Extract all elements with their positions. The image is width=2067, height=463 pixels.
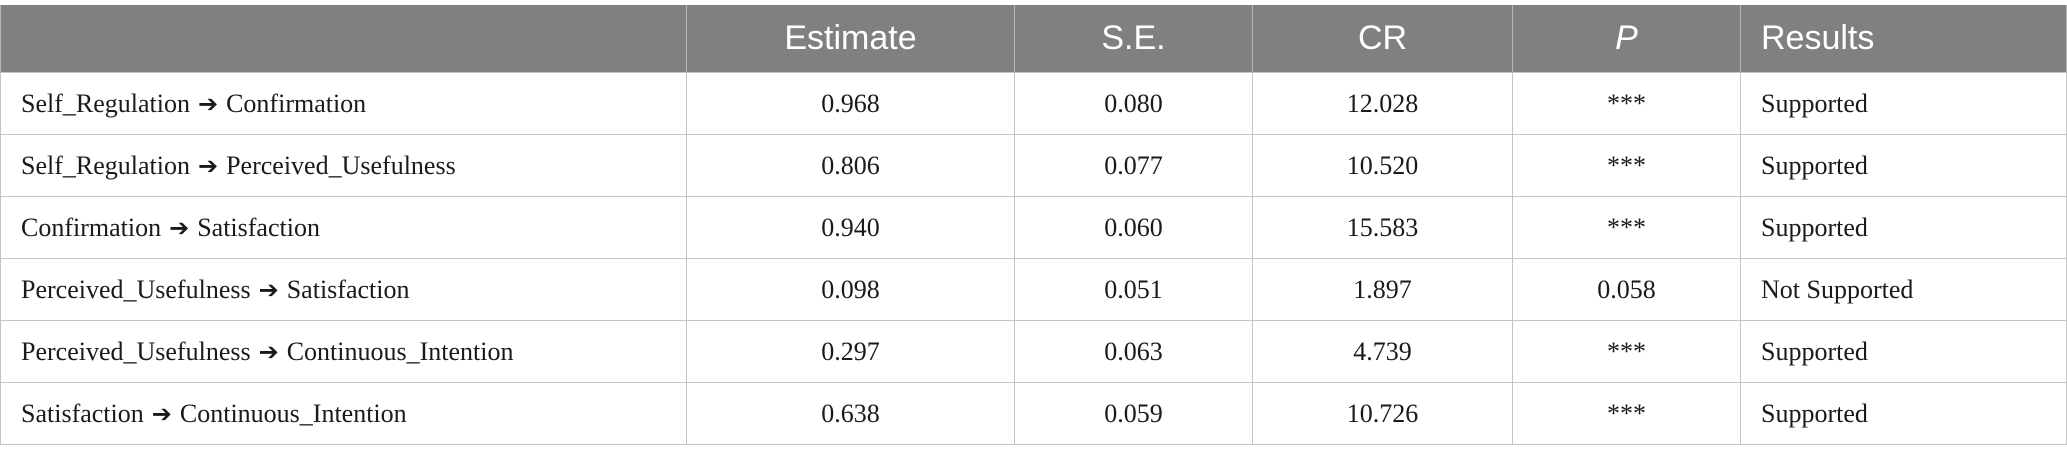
result-cell: Supported xyxy=(1740,72,2067,135)
path-cell: Confirmation ➔ Satisfaction xyxy=(0,196,687,259)
estimate-cell: 0.940 xyxy=(686,196,1015,259)
p-cell: 0.058 xyxy=(1512,258,1741,321)
path-to: Satisfaction xyxy=(286,274,410,304)
estimate-cell: 0.297 xyxy=(686,320,1015,383)
path-cell: Perceived_Usefulness ➔ Satisfaction xyxy=(0,258,687,321)
header-path xyxy=(0,5,687,73)
path-cell: Self_Regulation ➔ Confirmation xyxy=(0,72,687,135)
p-cell: *** xyxy=(1512,320,1741,383)
path-from: Satisfaction xyxy=(21,398,144,428)
header-estimate: Estimate xyxy=(686,5,1015,73)
table-row: Confirmation ➔ Satisfaction 0.940 0.060 15… xyxy=(0,196,2067,259)
arrow-icon: ➔ xyxy=(258,337,279,366)
path-from: Perceived_Usefulness xyxy=(21,274,251,304)
p-cell: *** xyxy=(1512,382,1741,445)
cr-cell: 4.739 xyxy=(1252,320,1513,383)
cr-cell: 12.028 xyxy=(1252,72,1513,135)
cr-cell: 15.583 xyxy=(1252,196,1513,259)
path-results-table: Estimate S.E. CR P Results Self_Regulati… xyxy=(0,5,2067,445)
estimate-cell: 0.968 xyxy=(686,72,1015,135)
table-row: Perceived_Usefulness ➔ Satisfaction 0.098 … xyxy=(0,258,2067,321)
table-row: Satisfaction ➔ Continuous_Intention 0.638 … xyxy=(0,382,2067,445)
path-from: Confirmation xyxy=(21,212,162,242)
se-cell: 0.063 xyxy=(1014,320,1253,383)
header-p: P xyxy=(1512,5,1741,73)
se-cell: 0.060 xyxy=(1014,196,1253,259)
arrow-icon: ➔ xyxy=(197,89,219,118)
cr-cell: 1.897 xyxy=(1252,258,1513,321)
cr-cell: 10.520 xyxy=(1252,134,1513,197)
path-cell: Perceived_Usefulness ➔ Continuous_Intentio… xyxy=(0,320,687,383)
result-cell: Supported xyxy=(1740,382,2067,445)
path-to: Continuous_Intention xyxy=(286,336,514,366)
se-cell: 0.077 xyxy=(1014,134,1253,197)
path-to: Confirmation xyxy=(226,88,367,118)
result-cell: Supported xyxy=(1740,320,2067,383)
path-cell: Satisfaction ➔ Continuous_Intention xyxy=(0,382,687,445)
table-row: Perceived_Usefulness ➔ Continuous_Intentio… xyxy=(0,320,2067,383)
result-cell: Supported xyxy=(1740,196,2067,259)
arrow-icon: ➔ xyxy=(197,151,219,180)
estimate-cell: 0.638 xyxy=(686,382,1015,445)
path-from: Perceived_Usefulness xyxy=(21,336,251,366)
table-body: Self_Regulation ➔ Confirmation 0.968 0.080… xyxy=(0,72,2067,445)
arrow-icon: ➔ xyxy=(169,213,190,242)
p-cell: *** xyxy=(1512,196,1741,259)
header-row: Estimate S.E. CR P Results xyxy=(0,5,2067,73)
se-cell: 0.080 xyxy=(1014,72,1253,135)
header-se: S.E. xyxy=(1014,5,1253,73)
path-cell: Self_Regulation ➔ Perceived_Usefulness xyxy=(0,134,687,197)
arrow-icon: ➔ xyxy=(151,399,172,428)
result-cell: Supported xyxy=(1740,134,2067,197)
path-from: Self_Regulation xyxy=(21,150,190,180)
path-from: Self_Regulation xyxy=(21,88,190,118)
arrow-icon: ➔ xyxy=(258,275,279,304)
path-to: Continuous_Intention xyxy=(179,398,407,428)
estimate-cell: 0.806 xyxy=(686,134,1015,197)
result-cell: Not Supported xyxy=(1740,258,2067,321)
p-cell: *** xyxy=(1512,72,1741,135)
path-to: Perceived_Usefulness xyxy=(226,150,456,180)
table-row: Self_Regulation ➔ Perceived_Usefulness 0.8… xyxy=(0,134,2067,197)
se-cell: 0.059 xyxy=(1014,382,1253,445)
path-to: Satisfaction xyxy=(197,212,320,242)
header-results: Results xyxy=(1740,5,2067,73)
header-cr: CR xyxy=(1252,5,1513,73)
table-header: Estimate S.E. CR P Results xyxy=(0,5,2067,73)
table-row: Self_Regulation ➔ Confirmation 0.968 0.080… xyxy=(0,72,2067,135)
p-cell: *** xyxy=(1512,134,1741,197)
se-cell: 0.051 xyxy=(1014,258,1253,321)
cr-cell: 10.726 xyxy=(1252,382,1513,445)
estimate-cell: 0.098 xyxy=(686,258,1015,321)
